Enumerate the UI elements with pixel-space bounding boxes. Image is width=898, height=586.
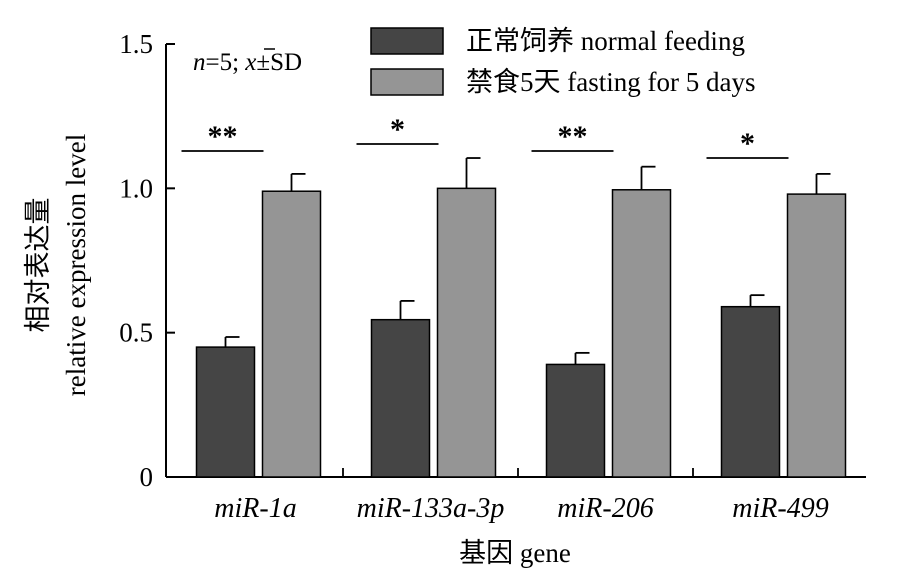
significance-label: ** bbox=[208, 120, 238, 153]
bar bbox=[545, 363, 606, 478]
mean-symbol: x bbox=[244, 49, 256, 76]
category-label: miR-206 bbox=[557, 493, 653, 524]
significance-label: ** bbox=[558, 120, 588, 153]
category-label: miR-133a-3p bbox=[357, 493, 505, 524]
y-tick-label: 0.5 bbox=[119, 318, 153, 348]
category-label: miR-1a bbox=[214, 493, 296, 524]
y-tick-label: 0 bbox=[140, 462, 154, 492]
sample-annotation: n=5; x±SD bbox=[193, 49, 302, 76]
n-rest: =5; bbox=[206, 49, 246, 76]
bar bbox=[786, 193, 847, 478]
bar bbox=[370, 318, 431, 478]
bar bbox=[195, 346, 256, 478]
y-axis-title: 相对表达量 relative expression level bbox=[23, 134, 91, 396]
bar bbox=[261, 190, 322, 478]
category-label: miR-499 bbox=[732, 493, 828, 524]
legend-swatch-normal bbox=[370, 27, 444, 55]
legend-swatch-fasting bbox=[370, 68, 444, 96]
legend-label-normal: 正常饲养 normal feeding bbox=[466, 26, 745, 56]
sd-label: ±SD bbox=[256, 49, 302, 76]
x-axis-title: 基因 gene bbox=[459, 538, 571, 568]
significance-label: * bbox=[740, 127, 755, 160]
y-tick-label: 1.0 bbox=[119, 173, 153, 203]
legend: 正常饲养 normal feeding 禁食5天 fasting for 5 d… bbox=[370, 26, 755, 97]
n-label: n bbox=[193, 49, 206, 76]
y-axis-title-en: relative expression level bbox=[61, 134, 91, 396]
legend-label-fasting: 禁食5天 fasting for 5 days bbox=[466, 67, 755, 97]
y-axis-title-cn: 相对表达量 bbox=[23, 198, 53, 333]
plot-area: 0 0.5 1.0 1.5 miR-1a ** miR-133a-3p * miR-206 ** m… bbox=[119, 29, 866, 524]
significance-label: * bbox=[390, 113, 405, 146]
bar bbox=[436, 187, 497, 478]
bar bbox=[720, 305, 781, 478]
bar bbox=[611, 189, 672, 478]
y-tick-label: 1.5 bbox=[119, 29, 153, 59]
